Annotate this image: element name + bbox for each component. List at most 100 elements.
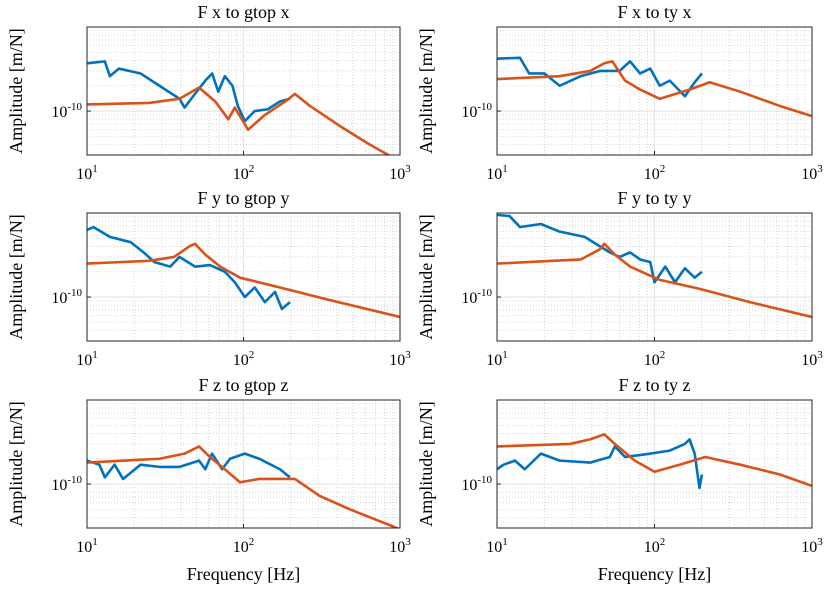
- tick-base: 10: [233, 352, 249, 369]
- tick-label: 103: [801, 349, 823, 369]
- series-line: [87, 452, 291, 481]
- tick-exponent: 2: [660, 536, 666, 548]
- tick-base: 10: [389, 352, 405, 369]
- axes-box: [496, 212, 813, 342]
- tick-exponent: -10: [67, 474, 82, 486]
- series-line: [87, 86, 391, 155]
- series-line: [497, 56, 703, 98]
- tick-exponent: 2: [249, 163, 255, 175]
- tick-base: 10: [76, 352, 92, 369]
- tick-base: 10: [233, 539, 249, 556]
- tick-exponent: 3: [405, 536, 411, 548]
- tick-label: 102: [644, 536, 666, 556]
- tick-exponent: 1: [92, 349, 98, 361]
- tick-base: 10: [51, 290, 67, 307]
- tick-exponent: -10: [477, 474, 492, 486]
- tick-base: 10: [76, 166, 92, 183]
- tick-exponent: 3: [405, 349, 411, 361]
- tick-exponent: -10: [477, 287, 492, 299]
- subplot-title: F x to ty x: [617, 2, 691, 22]
- tick-base: 10: [51, 477, 67, 494]
- tick-label: 102: [233, 349, 255, 369]
- tick-label: 103: [389, 536, 411, 556]
- tick-label: 10-10: [461, 474, 492, 494]
- tick-exponent: 1: [502, 349, 508, 361]
- tick-base: 10: [486, 539, 502, 556]
- tick-exponent: -10: [67, 287, 82, 299]
- tick-exponent: 1: [92, 536, 98, 548]
- tick-label: 102: [233, 163, 255, 183]
- tick-label: 102: [644, 163, 666, 183]
- series-line: [497, 60, 812, 118]
- tick-base: 10: [76, 539, 92, 556]
- y-axis-label: Amplitude [m/N]: [416, 214, 436, 339]
- tick-exponent: 2: [660, 163, 666, 175]
- tick-label: 103: [389, 349, 411, 369]
- tick-label: 101: [486, 349, 508, 369]
- axes-box: [496, 26, 813, 156]
- tick-base: 10: [51, 104, 67, 121]
- tick-exponent: 1: [502, 163, 508, 175]
- tick-base: 10: [486, 166, 502, 183]
- tick-label: 10-10: [51, 474, 82, 494]
- tick-exponent: 3: [817, 349, 823, 361]
- series-line: [87, 445, 400, 528]
- subplot-title: F z to ty z: [619, 375, 691, 395]
- tick-label: 10-10: [51, 101, 82, 121]
- x-axis-label: Frequency [Hz]: [598, 564, 711, 584]
- tick-label: 102: [644, 349, 666, 369]
- axes-box: [86, 212, 401, 342]
- y-axis-label: Amplitude [m/N]: [416, 401, 436, 526]
- tick-label: 101: [76, 536, 98, 556]
- tick-label: 101: [486, 536, 508, 556]
- tick-label: 103: [801, 536, 823, 556]
- tick-base: 10: [389, 166, 405, 183]
- tick-base: 10: [801, 539, 817, 556]
- tick-base: 10: [233, 166, 249, 183]
- subplot-title: F y to gtop y: [197, 188, 289, 208]
- tick-label: 10-10: [51, 287, 82, 307]
- tick-exponent: 3: [817, 163, 823, 175]
- subplot-title: F x to gtop x: [197, 2, 289, 22]
- y-axis-label: Amplitude [m/N]: [416, 28, 436, 153]
- y-axis-label: Amplitude [m/N]: [6, 214, 26, 339]
- tick-base: 10: [461, 104, 477, 121]
- tick-exponent: 3: [405, 163, 411, 175]
- axes-box: [86, 26, 401, 156]
- y-axis-label: Amplitude [m/N]: [6, 28, 26, 153]
- tick-label: 101: [76, 163, 98, 183]
- series-line: [87, 225, 291, 311]
- tick-exponent: 1: [92, 163, 98, 175]
- tick-base: 10: [644, 166, 660, 183]
- tick-exponent: 1: [502, 536, 508, 548]
- tick-base: 10: [801, 352, 817, 369]
- tick-base: 10: [486, 352, 502, 369]
- tick-exponent: 3: [817, 536, 823, 548]
- axes-box: [86, 399, 401, 529]
- series-line: [497, 213, 703, 284]
- axes-box: [496, 399, 813, 529]
- tick-base: 10: [461, 477, 477, 494]
- tick-exponent: -10: [477, 101, 492, 113]
- subplot-title: F z to gtop z: [199, 375, 289, 395]
- tick-exponent: 2: [249, 349, 255, 361]
- tick-base: 10: [644, 539, 660, 556]
- tick-label: 103: [389, 163, 411, 183]
- subplot-title: F y to ty y: [617, 188, 691, 208]
- series-line: [87, 60, 291, 123]
- tick-base: 10: [461, 290, 477, 307]
- series-line: [497, 433, 812, 488]
- series-line: [87, 242, 400, 319]
- tick-base: 10: [644, 352, 660, 369]
- tick-exponent: 2: [660, 349, 666, 361]
- tick-label: 101: [486, 163, 508, 183]
- series-line: [497, 242, 812, 319]
- tick-base: 10: [801, 166, 817, 183]
